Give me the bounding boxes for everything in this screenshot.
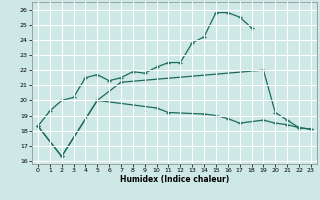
X-axis label: Humidex (Indice chaleur): Humidex (Indice chaleur) bbox=[120, 175, 229, 184]
